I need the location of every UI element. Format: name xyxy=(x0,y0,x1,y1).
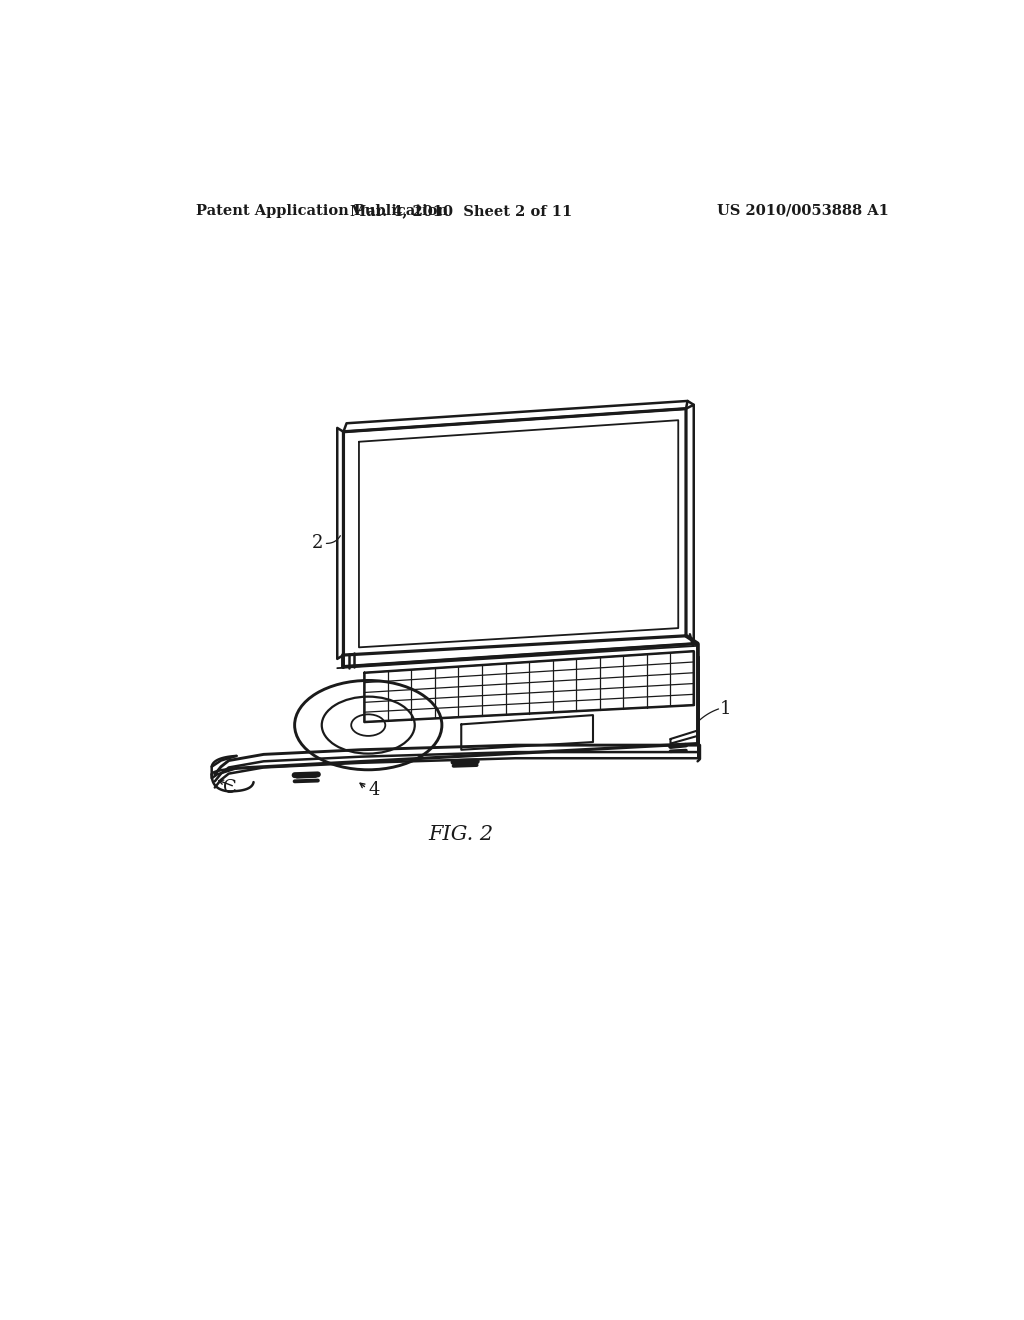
Text: 4: 4 xyxy=(369,781,380,799)
Text: 2: 2 xyxy=(312,535,324,552)
Text: US 2010/0053888 A1: US 2010/0053888 A1 xyxy=(717,203,889,218)
Text: FIG. 2: FIG. 2 xyxy=(429,825,494,843)
Text: Patent Application Publication: Patent Application Publication xyxy=(197,203,449,218)
Text: C: C xyxy=(223,779,237,797)
Text: Mar. 4, 2010  Sheet 2 of 11: Mar. 4, 2010 Sheet 2 of 11 xyxy=(350,203,572,218)
Text: 1: 1 xyxy=(720,700,731,718)
